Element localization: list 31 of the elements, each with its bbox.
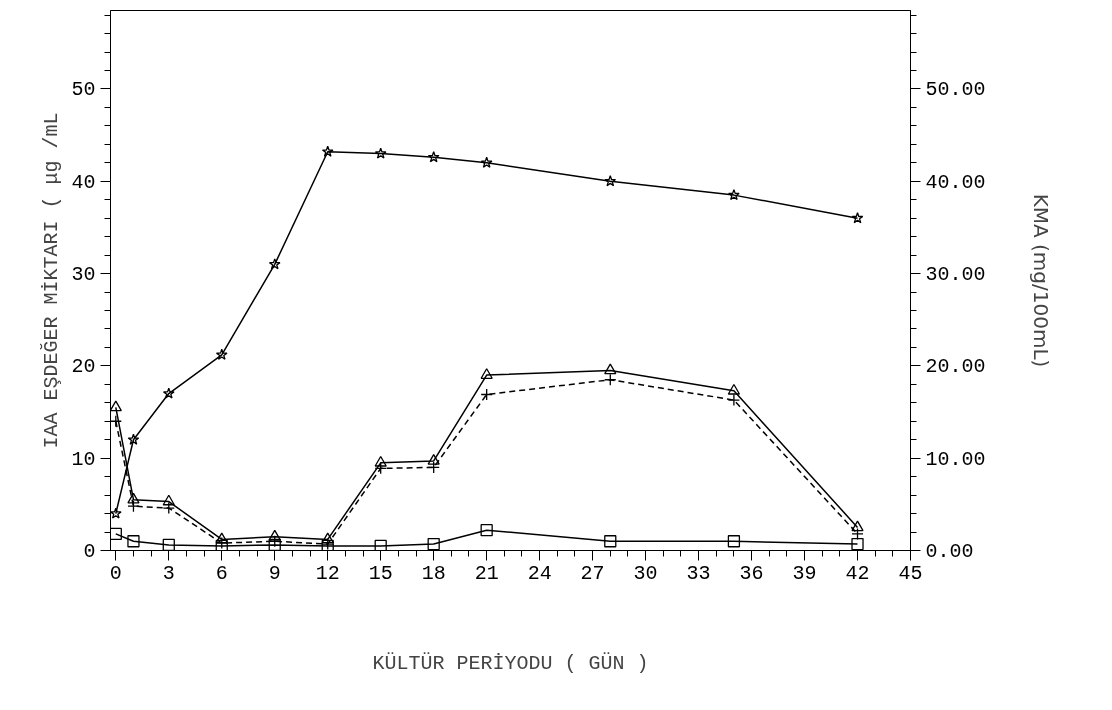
x-tick-label: 27 <box>580 561 605 585</box>
x-tick-label: 12 <box>315 561 340 585</box>
x-tick-label: 36 <box>739 561 764 585</box>
y2-tick-label: 30.00 <box>925 263 986 287</box>
x-tick-label: 24 <box>527 561 552 585</box>
y2-tick-label: 20.00 <box>925 355 986 379</box>
y-tick-label: 30 <box>71 263 96 287</box>
y-tick-label: 20 <box>71 355 96 379</box>
y2-tick-label: 10.00 <box>925 447 986 471</box>
x-tick-label: 42 <box>845 561 870 585</box>
y2-tick-label: 50.00 <box>925 78 986 102</box>
x-tick-label: 39 <box>792 561 817 585</box>
y-axis-title: IAA EŞDEĞER MİKTARI ( μg /mL <box>40 112 64 449</box>
x-tick-label: 3 <box>162 561 175 585</box>
y-tick-label: 10 <box>71 447 96 471</box>
y2-tick-label: 0.00 <box>925 540 974 563</box>
x-tick-label: 33 <box>686 561 711 585</box>
x-tick-label: 9 <box>268 561 281 585</box>
y-tick-label: 0 <box>83 540 96 563</box>
x-tick-label: 18 <box>421 561 446 585</box>
x-tick-label: 0 <box>109 561 122 585</box>
x-tick-label: 45 <box>898 561 923 585</box>
x-tick-label: 21 <box>474 561 499 585</box>
y2-axis-title: KMA (mg/100mL) <box>1028 193 1053 368</box>
x-tick-label: 30 <box>633 561 658 585</box>
y-tick-label: 40 <box>71 170 96 194</box>
x-tick-label: 15 <box>368 561 393 585</box>
y2-tick-label: 40.00 <box>925 170 986 194</box>
y-tick-label: 50 <box>71 78 96 102</box>
x-axis-title: KÜLTÜR PERİYODU ( GÜN ) <box>372 651 649 675</box>
x-tick-label: 6 <box>215 561 228 585</box>
